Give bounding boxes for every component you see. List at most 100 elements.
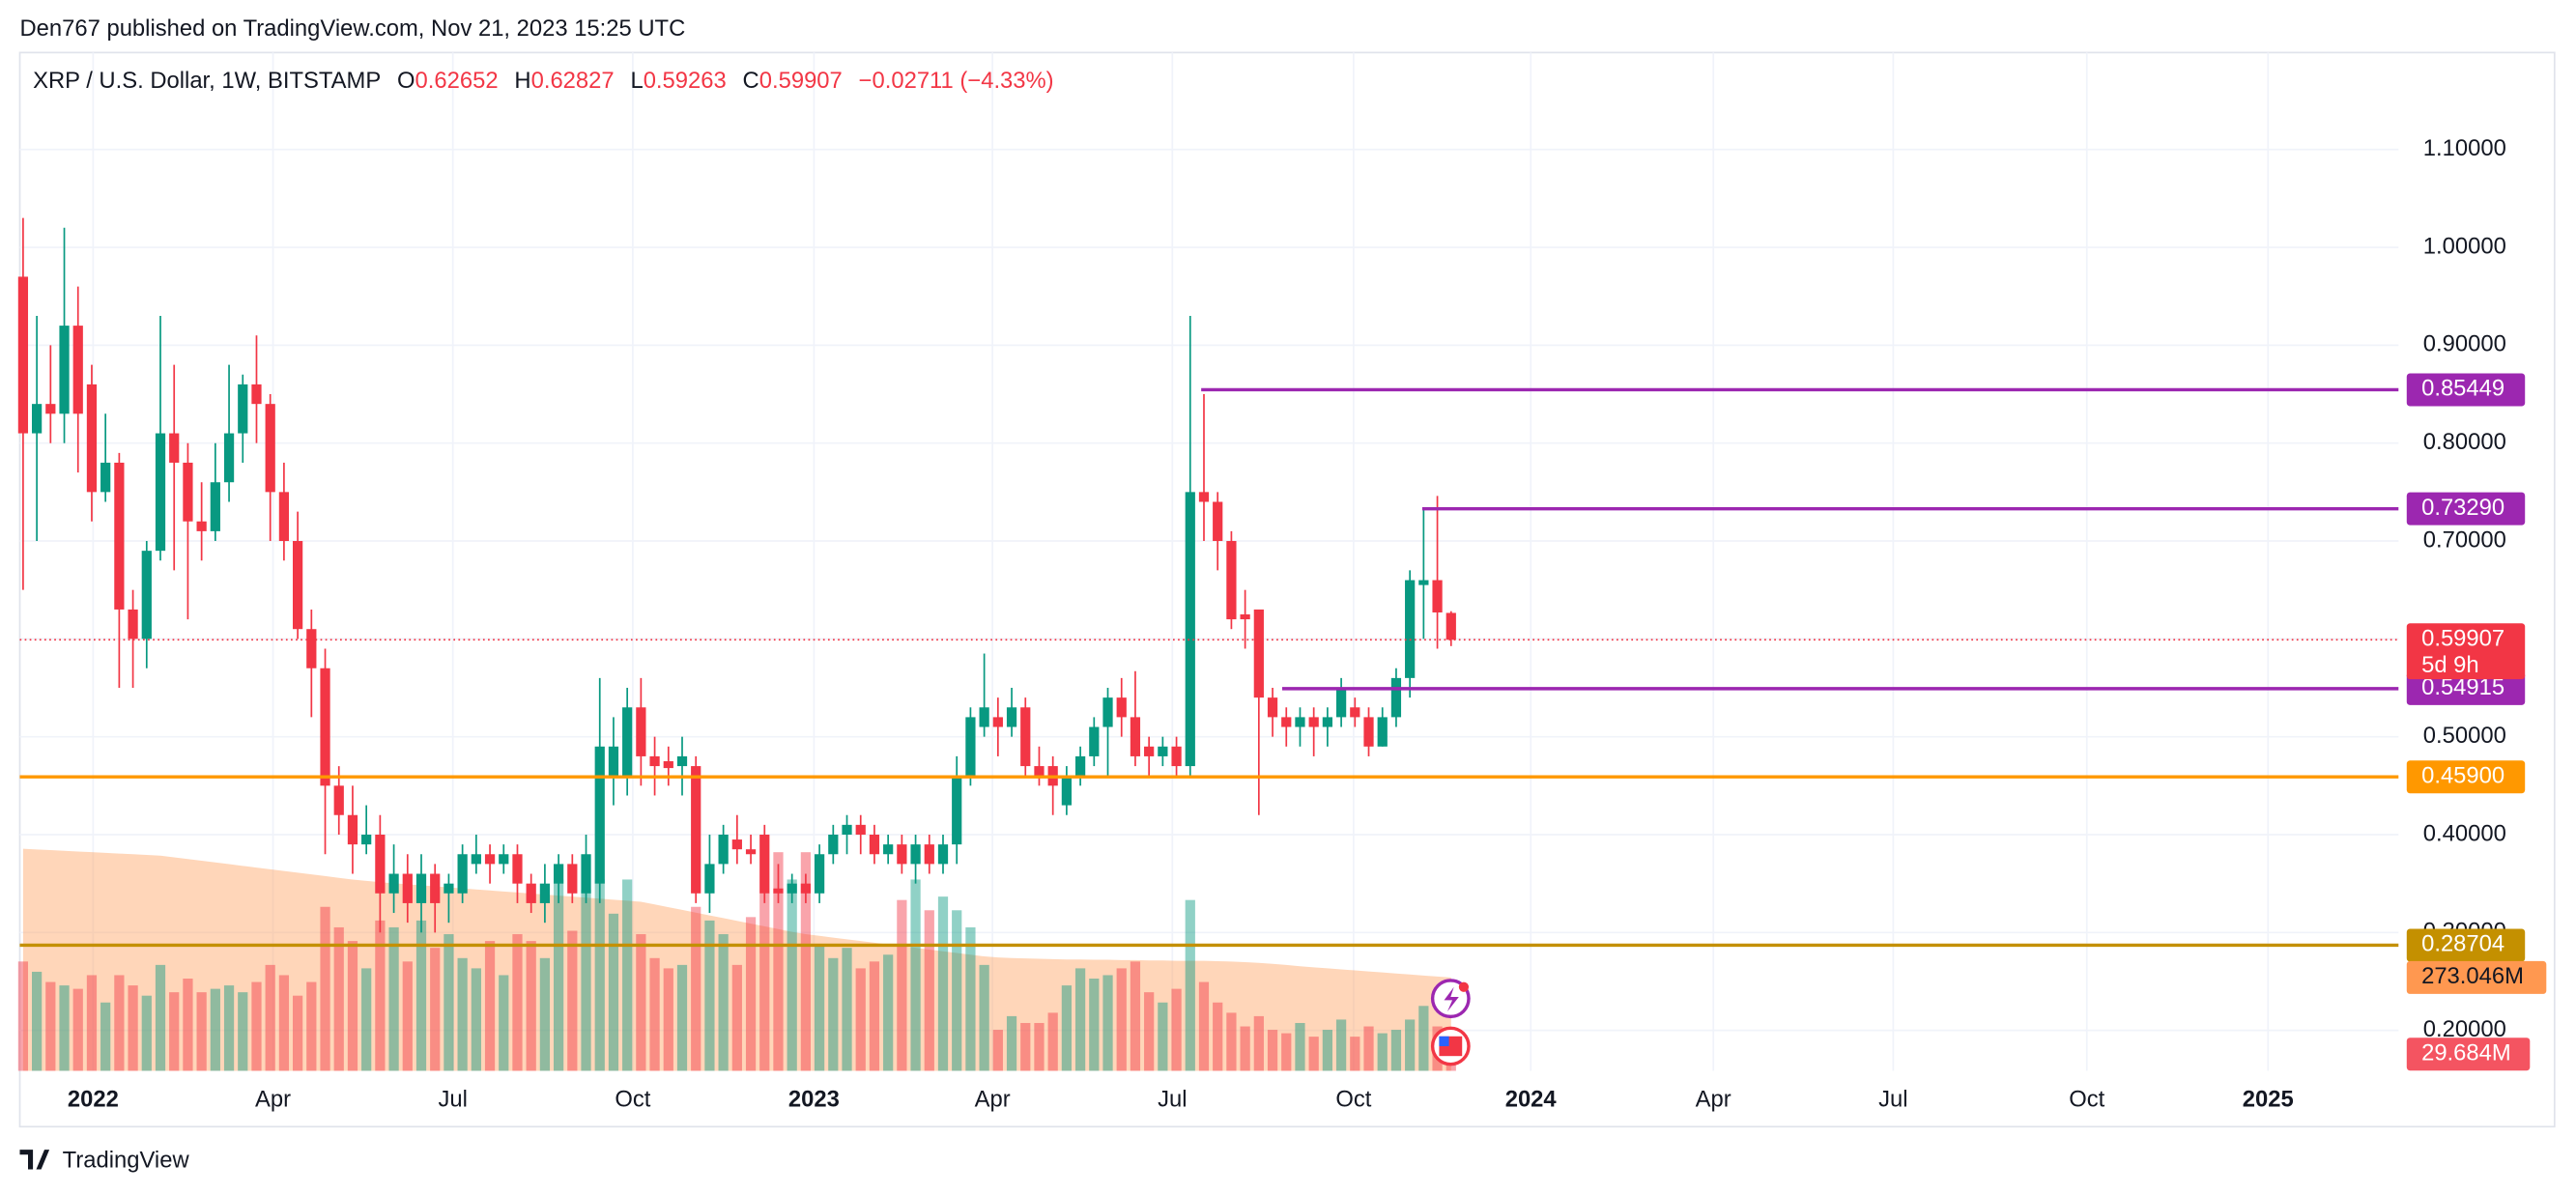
legend-high: 0.62827 [531,68,615,94]
volume-bar [45,981,56,1071]
volume-bar [937,896,949,1071]
volume-bar [1226,1012,1237,1071]
candle-body [1405,580,1416,678]
candle-body [1295,717,1305,727]
volume-bar [402,961,413,1071]
volume-bar [1020,1022,1031,1071]
legend-low-label: L [630,68,643,94]
volume-bar [910,879,921,1071]
candle-body [1445,612,1456,640]
volume-bar [72,988,83,1071]
candle-body [1006,707,1017,727]
volume-bar [1061,985,1073,1071]
volume-bar [704,920,715,1071]
volume-bar [1308,1037,1319,1071]
level-label: 0.45900 [2421,762,2504,788]
candle-body [937,844,949,865]
volume-bar [842,948,852,1071]
x-tick-label: Jul [1878,1086,1907,1112]
y-tick-label: 1.00000 [2423,233,2506,259]
legend-open-label: O [397,68,415,94]
candle-body [1089,726,1100,756]
volume-bar [1322,1030,1333,1071]
level-label-box [2406,760,2526,794]
volume-bar [1130,961,1141,1071]
candle-body [759,834,770,894]
volume-bar [1116,968,1127,1071]
volume-bar [1363,1026,1374,1071]
candle-body [361,834,372,845]
candle-body [1061,776,1073,806]
candle-body [320,668,330,786]
candle-body [526,883,536,903]
volume-bar [883,954,894,1071]
candle-body [1308,717,1319,727]
candle-body [292,541,303,630]
candle-body [897,844,907,865]
volume-bar [512,934,523,1071]
y-tick-label: 0.50000 [2423,723,2506,749]
candle-body [1253,609,1264,698]
candle-body [100,462,111,493]
volume-bar [581,890,591,1071]
candle-body [484,854,496,865]
candle-body [306,629,317,668]
candle-body [649,755,660,767]
flag-canton [1439,1036,1449,1046]
candle-body [210,482,220,531]
candle-body [1390,677,1402,718]
candle-body [1432,580,1443,612]
volume-bar [210,988,220,1071]
legend-open: 0.62652 [415,68,499,94]
legend-change-pct: (−4.33%) [959,68,1053,94]
candle-body [375,834,386,894]
volume-pane [17,848,1456,1071]
volume-bar [649,957,660,1071]
candle-body [1335,688,1347,718]
footer-logo: TradingView [19,1147,189,1173]
level-label-box [2406,671,2526,705]
x-tick-label: Oct [2069,1086,2104,1112]
header: Den767 published on TradingView.com, Nov… [19,15,685,42]
y-tick-label: 0.90000 [2423,331,2506,357]
candle-body [745,849,757,855]
candle-body [141,551,152,640]
volume-bar [415,920,427,1071]
legend-change: −0.02711 [859,68,954,94]
volume-bar [31,971,43,1071]
volume-bar [526,941,536,1071]
volume-bar [636,934,646,1071]
volume-bar [223,985,235,1071]
x-tick-label: 2025 [2243,1086,2294,1112]
candle-body [17,276,29,434]
candle-body [952,776,962,845]
volume-bar [278,975,290,1071]
candle-body [691,766,701,894]
candle-body [471,854,481,865]
volume-label: 29.684M [2421,1039,2511,1066]
volume-bar [924,910,934,1071]
volume-bar [814,944,825,1071]
x-tick-label: 2024 [1505,1086,1558,1112]
candle-body [1020,707,1031,767]
volume-bar [100,1002,111,1071]
candle-body [251,384,262,405]
legend-symbol: XRP / U.S. Dollar, 1W, BITSTAMP [33,68,381,94]
grid [19,52,2399,1071]
candle-body [1144,746,1155,756]
volume-bar [1102,975,1113,1071]
candle-body [773,888,784,894]
x-tick-label: 2023 [788,1086,840,1112]
candle-body [883,844,894,855]
candle-body [155,433,166,552]
volume-bar [787,879,797,1071]
volume-bar [1198,981,1210,1071]
level-label: 0.73290 [2421,495,2504,521]
volume-bar [484,941,496,1071]
legend-close: 0.59907 [759,68,843,94]
candle-body [581,854,591,894]
candle-body [855,824,866,835]
candle-body [333,785,344,815]
last-price-label: 0.59907 [2421,626,2504,652]
